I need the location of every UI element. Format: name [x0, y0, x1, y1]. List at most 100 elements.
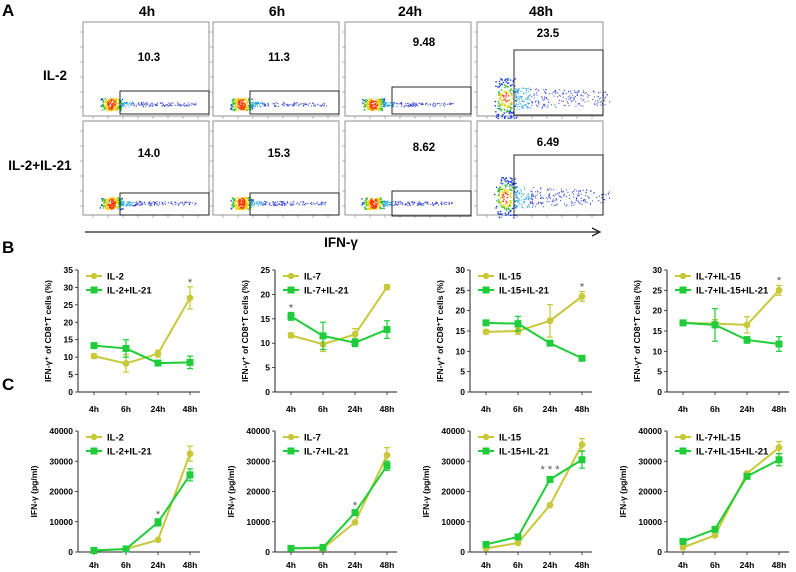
flow-dot — [244, 99, 246, 101]
flow-dot — [378, 198, 380, 200]
flow-dot — [516, 88, 518, 90]
data-point-circle — [546, 317, 554, 325]
series-line — [290, 465, 388, 550]
flow-dot — [562, 93, 564, 95]
data-point-square — [186, 358, 194, 366]
flow-dot — [590, 203, 592, 205]
flow-dot — [122, 105, 124, 107]
series-line — [485, 458, 583, 546]
flow-dot — [235, 207, 238, 209]
flow-dot — [515, 196, 517, 198]
flow-dot — [111, 99, 113, 101]
flow-dot — [539, 193, 541, 195]
flow-dot — [515, 93, 517, 95]
flow-dot — [283, 201, 285, 203]
y-tick-label: 40000 — [441, 426, 465, 436]
flow-dot — [587, 195, 589, 197]
flow-dot — [370, 208, 372, 210]
flow-dot — [283, 202, 285, 204]
flow-dot — [410, 105, 412, 107]
y-axis-label: IFN-γ⁺ of CD8⁺T cells (%) — [632, 280, 642, 382]
flow-dot — [369, 107, 372, 110]
flow-dot — [550, 197, 552, 199]
y-tick-label: 0 — [460, 547, 465, 557]
flow-dot — [109, 197, 112, 199]
flow-dot — [374, 204, 376, 206]
flow-dot — [112, 99, 115, 101]
flow-dot — [516, 199, 518, 201]
flow-dot — [193, 103, 195, 105]
flow-dot — [519, 96, 521, 98]
flow-dot — [116, 206, 118, 209]
flow-dot — [555, 92, 557, 94]
flow-dot — [541, 197, 543, 199]
flow-dot — [498, 80, 501, 83]
flow-dot — [323, 102, 325, 104]
flow-dot — [114, 106, 117, 109]
flow-dot — [516, 103, 518, 105]
flow-dot — [115, 199, 118, 201]
flow-dot — [515, 188, 517, 190]
flow-dot — [244, 200, 246, 203]
y-tick-label: 15 — [64, 335, 74, 345]
flow-dot — [366, 201, 369, 203]
flow-dot — [177, 104, 179, 106]
flow-dot — [381, 99, 384, 101]
flow-dot — [194, 103, 196, 105]
flow-dot — [121, 204, 123, 206]
flow-dot — [505, 206, 508, 208]
flow-dot — [251, 205, 253, 207]
data-point-circle — [186, 294, 194, 302]
flow-dot — [523, 201, 525, 203]
flow-dots — [362, 98, 454, 112]
flow-dot — [116, 198, 118, 200]
flow-dot — [533, 93, 535, 95]
flow-dot — [407, 102, 409, 104]
series-il-7-il-15-il-21: IL-7+IL-15+IL-21 — [675, 286, 783, 352]
panel-label-a: A — [2, 1, 14, 20]
flow-dot — [400, 105, 402, 107]
flow-dot — [551, 93, 553, 95]
flow-dot — [378, 104, 381, 107]
flow-dot — [412, 202, 414, 204]
series-line — [485, 444, 583, 550]
x-tick-label: 4h — [481, 404, 491, 414]
flow-dot — [507, 213, 509, 215]
flow-dot — [241, 102, 243, 104]
flow-dot — [408, 202, 410, 204]
flow-dot — [373, 201, 375, 203]
flow-dot — [252, 199, 254, 201]
legend-label: IL-15 — [499, 433, 522, 444]
flow-dot — [245, 204, 247, 206]
flow-dot — [275, 105, 277, 107]
flow-dot — [520, 190, 522, 192]
flow-dot — [504, 203, 507, 205]
flow-dot — [515, 91, 518, 93]
flow-dot — [370, 104, 373, 106]
flow-dot — [394, 200, 396, 202]
flow-dot — [238, 203, 240, 206]
flow-dot — [118, 199, 120, 202]
flow-dot — [371, 108, 373, 110]
flow-dot — [496, 200, 498, 202]
y-tick-label: 40000 — [246, 426, 270, 436]
flow-dot — [522, 87, 524, 89]
flow-dot — [569, 95, 571, 97]
flow-dot — [125, 205, 127, 207]
flow-dot — [389, 203, 391, 205]
flow-dot — [571, 191, 573, 193]
flow-dot — [387, 200, 389, 202]
flow-dot — [381, 100, 383, 102]
flow-dot — [587, 96, 589, 98]
flow-dot — [118, 99, 121, 101]
flow-dot — [582, 199, 584, 201]
flow-dot — [593, 192, 595, 194]
flow-dot — [362, 102, 364, 104]
flow-dot — [118, 107, 120, 109]
flow-dot — [126, 205, 128, 207]
flow-dot — [517, 93, 519, 95]
flow-dot — [367, 203, 369, 205]
flow-dot — [269, 203, 271, 205]
flow-dot — [287, 104, 289, 106]
